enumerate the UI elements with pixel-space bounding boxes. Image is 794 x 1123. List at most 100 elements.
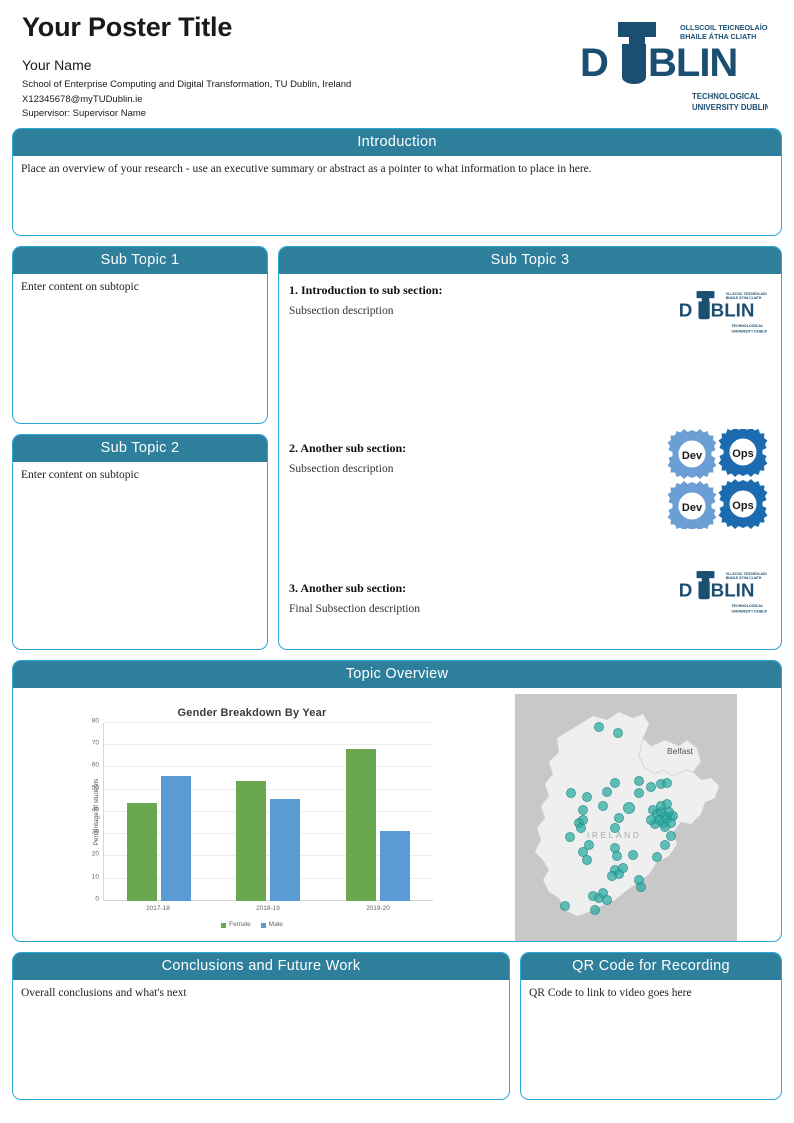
chart-plot-area: Percentage of students 0 10 20 30 40 50 60 70 80 bbox=[92, 718, 433, 903]
topic-overview-section: Topic Overview Gender Breakdown By Year … bbox=[12, 660, 782, 942]
ops-gear-icon-2: Ops bbox=[718, 479, 768, 530]
chart-y-tick: 70 bbox=[91, 739, 99, 747]
logo-english-line2: UNIVERSITY DUBLIN bbox=[692, 103, 768, 112]
ireland-map-svg: Belfast lin IRELAND bbox=[515, 694, 737, 941]
chart-legend: Female Male bbox=[57, 921, 447, 930]
svg-text:UNIVERSITY DUBLIN: UNIVERSITY DUBLIN bbox=[731, 610, 767, 614]
chart-bar-male bbox=[380, 830, 411, 901]
svg-text:D: D bbox=[679, 580, 693, 601]
dev-label-2: Dev bbox=[682, 502, 703, 514]
chart-gridline: 60 bbox=[92, 762, 433, 769]
sub-topic-2-section: Sub Topic 2 Enter content on subtopic bbox=[12, 434, 268, 650]
map-markers bbox=[560, 722, 678, 916]
subsection-2-description: Subsection description bbox=[289, 463, 394, 476]
chart-legend-swatch bbox=[260, 922, 266, 928]
conclusions-header: Conclusions and Future Work bbox=[13, 953, 509, 981]
chart-bar-female bbox=[346, 748, 377, 901]
subsection-2-number: 2. bbox=[289, 440, 298, 455]
subsection-3: 3. Another sub section: Final Subsection… bbox=[289, 580, 771, 618]
poster-main: Introduction Place an overview of your r… bbox=[0, 128, 794, 1100]
author-email: X12345678@myTUDublin.ie bbox=[22, 93, 143, 105]
tu-dublin-logo-svg: D BLIN OLLSCOIL TEICNEOLAÍOCHTA BHAILE Á… bbox=[580, 22, 768, 112]
chart-y-tick: 10 bbox=[91, 873, 99, 881]
map-label-belfast: Belfast bbox=[667, 746, 694, 756]
sub-topic-2-body: Enter content on subtopic bbox=[21, 469, 139, 482]
chart-title: Gender Breakdown By Year bbox=[177, 707, 327, 720]
chart-x-tick: 2019-20 bbox=[366, 904, 390, 912]
chart-x-tick: 2018-19 bbox=[256, 904, 280, 912]
sub-topic-2-header: Sub Topic 2 bbox=[13, 435, 267, 463]
author-name: Your Name bbox=[22, 57, 92, 73]
chart-legend-item: Female bbox=[221, 921, 251, 930]
logo-english-line1: TECHNOLOGICAL bbox=[692, 92, 760, 101]
chart-bar-group bbox=[126, 723, 191, 901]
qr-code-section: QR Code for Recording QR Code to link to… bbox=[520, 952, 782, 1100]
svg-text:OLLSCOIL TEICNEOLAÍOCHTA: OLLSCOIL TEICNEOLAÍOCHTA bbox=[726, 291, 767, 296]
qr-code-header: QR Code for Recording bbox=[521, 953, 781, 981]
chart-legend-label: Male bbox=[268, 920, 283, 928]
chart-y-tick: 60 bbox=[91, 762, 99, 770]
sub-topic-1-header: Sub Topic 1 bbox=[13, 247, 267, 275]
chart-y-tick: 30 bbox=[91, 828, 99, 836]
bottom-row: Conclusions and Future Work Overall conc… bbox=[12, 952, 782, 1100]
subsection-3-description: Final Subsection description bbox=[289, 602, 420, 615]
chart-bars-layer bbox=[104, 723, 433, 901]
qr-code-body: QR Code to link to video goes here bbox=[529, 987, 692, 1000]
chart-gridline: 70 bbox=[92, 740, 433, 747]
page-title: Your Poster Title bbox=[22, 12, 233, 42]
conclusions-section: Conclusions and Future Work Overall conc… bbox=[12, 952, 510, 1100]
logo-irish-line1: OLLSCOIL TEICNEOLAÍOCHTA bbox=[680, 23, 768, 32]
svg-text:BLIN: BLIN bbox=[711, 580, 755, 601]
ops-gear-icon-1: Ops bbox=[718, 427, 768, 478]
svg-text:TECHNOLOGICAL: TECHNOLOGICAL bbox=[731, 324, 764, 328]
topic-overview-header: Topic Overview bbox=[13, 661, 781, 689]
chart-gridline: 30 bbox=[92, 829, 433, 836]
tu-dublin-logo-small-bottom: D BLIN OLLSCOIL TEICNEOLAÍOCHTA BHAILE Á… bbox=[675, 564, 776, 620]
spacer-a bbox=[289, 324, 771, 440]
svg-text:D: D bbox=[580, 41, 608, 85]
devops-gears-group: Dev Ops bbox=[667, 427, 771, 532]
chart-gridline: 40 bbox=[92, 807, 433, 814]
chart-bar-male bbox=[160, 776, 191, 901]
chart-y-tick: 0 bbox=[95, 895, 99, 903]
chart-bar-group bbox=[346, 723, 411, 901]
chart-x-axis-ticks: 2017-18 2018-19 2019-20 bbox=[103, 905, 433, 914]
chart-y-tick: 40 bbox=[91, 806, 99, 814]
subsection-1: 1. Introduction to sub section: Subsecti… bbox=[289, 282, 771, 320]
chart-bar-male bbox=[270, 798, 301, 901]
subsection-1-heading: Introduction to sub section: bbox=[301, 283, 443, 298]
sub-topic-1-body: Enter content on subtopic bbox=[21, 281, 139, 294]
chart-legend-item: Male bbox=[260, 920, 283, 930]
svg-text:BHAILE ÁTHA CLIATH: BHAILE ÁTHA CLIATH bbox=[726, 295, 762, 300]
svg-text:BLIN: BLIN bbox=[711, 300, 755, 321]
tu-dublin-logo-svg-small-1: D BLIN OLLSCOIL TEICNEOLAÍOCHTA BHAILE Á… bbox=[679, 291, 776, 334]
chart-y-tick: 20 bbox=[91, 851, 99, 859]
subsection-3-heading: Another sub section: bbox=[300, 580, 407, 595]
chart-gridline: 80 bbox=[92, 718, 433, 725]
header-text-block: Your Poster Title Your Name School of En… bbox=[22, 8, 351, 122]
sub-topic-3-section: Sub Topic 3 1. Introduction to sub secti… bbox=[278, 246, 782, 650]
chart-legend-label: Female bbox=[229, 920, 251, 928]
map-label-ireland: IRELAND bbox=[587, 830, 641, 840]
chart-gridline: 10 bbox=[92, 873, 433, 880]
svg-text:UNIVERSITY DUBLIN: UNIVERSITY DUBLIN bbox=[731, 330, 767, 334]
chart-y-tick: 50 bbox=[91, 784, 99, 792]
chart-y-tick: 80 bbox=[91, 717, 99, 725]
supervisor-line: Supervisor: Supervisor Name bbox=[22, 108, 147, 120]
ireland-scatter-map: Belfast lin IRELAND bbox=[515, 694, 737, 941]
chart-gridline: 50 bbox=[92, 784, 433, 791]
ops-label-1: Ops bbox=[732, 448, 753, 460]
tu-dublin-logo-svg-small-2: D BLIN OLLSCOIL TEICNEOLAÍOCHTA BHAILE Á… bbox=[679, 571, 776, 614]
poster-header: Your Poster Title Your Name School of En… bbox=[0, 0, 794, 128]
tu-dublin-logo: D BLIN OLLSCOIL TEICNEOLAÍOCHTA BHAILE Á… bbox=[572, 14, 768, 119]
subsection-3-title: 3. Another sub section: bbox=[289, 580, 771, 596]
chart-bar-group bbox=[236, 723, 301, 901]
chart-bar-female bbox=[236, 780, 267, 901]
mid-left-column: Sub Topic 1 Enter content on subtopic Su… bbox=[12, 246, 268, 650]
tu-dublin-logo-small-top: D BLIN OLLSCOIL TEICNEOLAÍOCHTA BHAILE Á… bbox=[675, 284, 776, 340]
svg-text:BLIN: BLIN bbox=[648, 41, 737, 85]
introduction-header: Introduction bbox=[13, 129, 781, 157]
svg-text:D: D bbox=[679, 300, 693, 321]
devops-gears-svg: Dev Ops bbox=[667, 427, 768, 532]
chart-x-tick: 2017-18 bbox=[146, 904, 170, 912]
